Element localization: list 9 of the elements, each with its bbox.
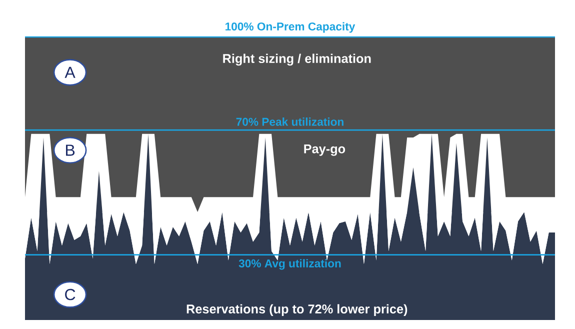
text: Right sizing / elimination xyxy=(223,54,371,66)
annotation: Pay-go xyxy=(304,144,346,156)
ref-line-label: 30% Avg utilization xyxy=(238,259,341,270)
text: A xyxy=(64,66,76,78)
annotation: C xyxy=(65,288,76,300)
annotation: B xyxy=(66,144,75,156)
ref-line-label: 100% On-Prem Capacity xyxy=(226,22,356,33)
annotation: Reservations (up to 72% lower price) xyxy=(186,304,408,316)
ref-line-label: 70% Peak utilization xyxy=(236,117,344,126)
